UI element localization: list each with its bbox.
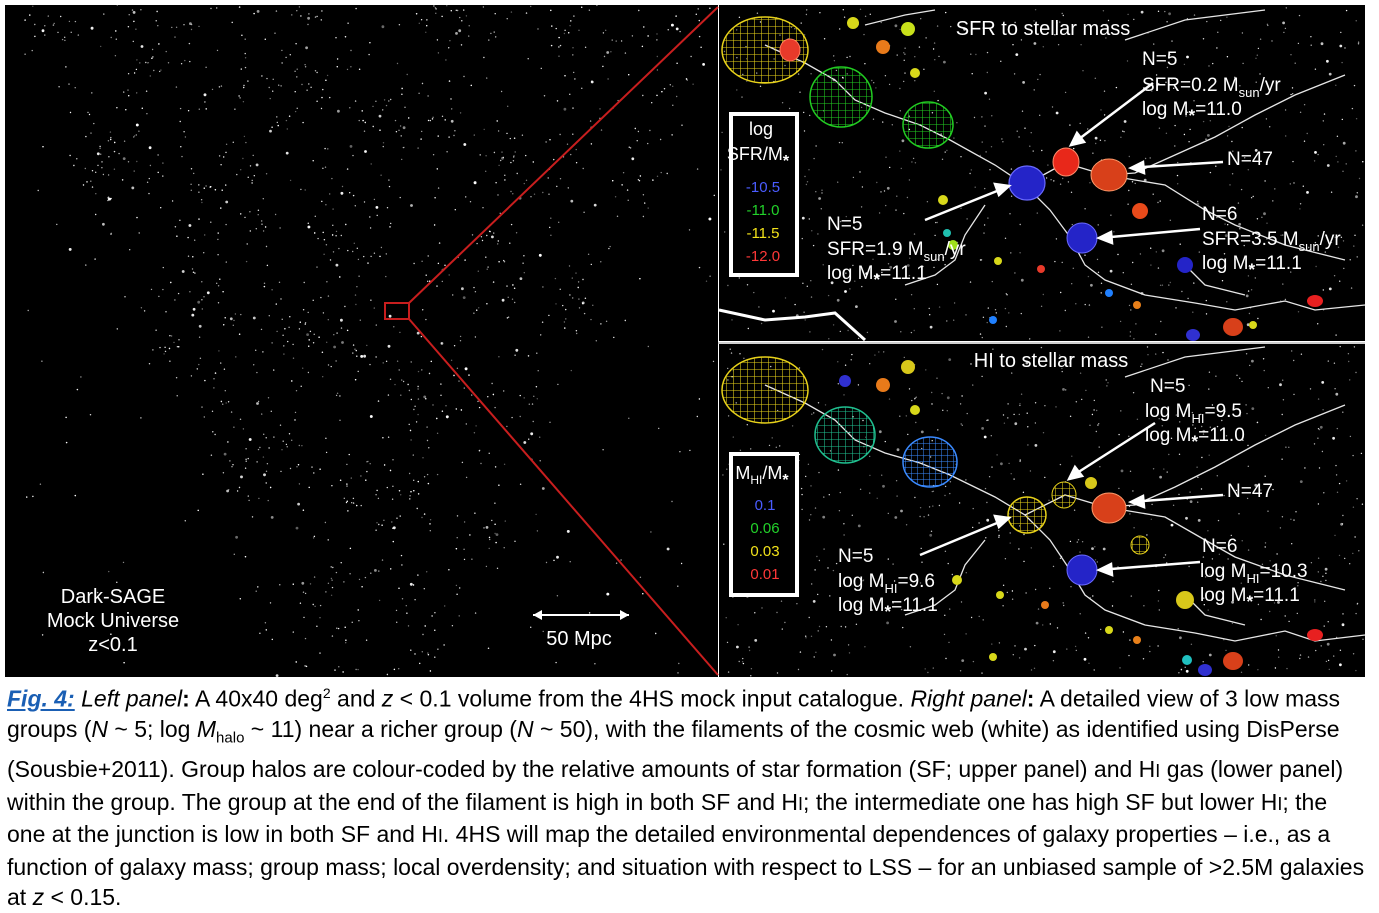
hi-group-c-prop: log MHI=9.6 <box>838 571 935 596</box>
zoom-line-bottom <box>408 318 719 676</box>
hi-group-d-prop: log MHI=10.3 <box>1200 561 1308 586</box>
caption-right-label: Right panel <box>910 685 1027 712</box>
sfr-arrows <box>924 82 1224 245</box>
left-panel-label-line2: Mock Universe <box>47 610 179 632</box>
hi-legend-entry-4: 0.01 <box>750 566 779 583</box>
hi-group-a-n: N=5 <box>1150 376 1185 397</box>
mock-universe-galaxy-field <box>24 5 715 677</box>
sfr-legend-entry-4: -12.0 <box>746 248 780 265</box>
hi-annotations: N=5 log MHI=9.5 log M*=11.0 N=47 N=5 log… <box>838 376 1308 621</box>
hi-legend: MHI/M* 0.1 0.06 0.03 0.01 <box>729 452 799 597</box>
left-panel-label-line1: Dark-SAGE <box>61 586 165 608</box>
sfr-legend-entry-1: -10.5 <box>746 179 780 196</box>
hi-legend-entry-3: 0.03 <box>750 543 779 560</box>
hi-group-d-n: N=6 <box>1202 536 1237 557</box>
coastline-outline <box>718 308 867 342</box>
hi-group-b-n: N=47 <box>1227 481 1273 502</box>
hi-group-d-mass: log M*=11.1 <box>1200 585 1300 611</box>
sfr-legend-entry-2: -11.0 <box>746 202 779 219</box>
sfr-group-a-prop: SFR=0.2 Msun/yr <box>1142 75 1281 100</box>
sfr-group-d-prop: SFR=3.5 Msun/yr <box>1202 229 1341 254</box>
zoom-region-box <box>384 302 410 320</box>
sfr-group-c-n: N=5 <box>827 214 862 235</box>
hi-legend-entry-2: 0.06 <box>750 520 779 537</box>
group-halos-sfr <box>721 16 1323 341</box>
hi-arrows <box>919 421 1224 577</box>
hi-group-a-mass: log M*=11.0 <box>1145 425 1245 451</box>
hi-panel-title: HI to stellar mass <box>974 350 1128 372</box>
sfr-annotations: N=5 SFR=0.2 Msun/yr log M*=11.0 N=47 N=5… <box>827 49 1341 289</box>
sfr-panel-title: SFR to stellar mass <box>956 18 1130 40</box>
hi-group-a-prop: log MHI=9.5 <box>1145 401 1242 426</box>
left-panel: Dark-SAGE Mock Universe z<0.1 50 Mpc <box>5 5 719 677</box>
sfr-group-d-mass: log M*=11.1 <box>1202 253 1302 279</box>
group-halos-hi <box>721 356 1323 676</box>
sfr-legend-entry-3: -11.5 <box>746 225 779 242</box>
scale-bar-label: 50 Mpc <box>546 628 612 650</box>
sfr-group-a-mass: log M*=11.0 <box>1142 99 1242 125</box>
hi-group-c-n: N=5 <box>838 546 873 567</box>
sfr-legend-title-2: SFR/M* <box>727 144 790 170</box>
hi-legend-title: MHI/M* <box>735 463 789 489</box>
hi-group-c-mass: log M*=11.1 <box>838 595 938 621</box>
sfr-group-c-mass: log M*=11.1 <box>827 263 927 289</box>
sfr-group-c-prop: SFR=1.9 Msun/yr <box>827 239 966 264</box>
zoom-line-top <box>408 6 719 304</box>
sfr-legend-title-1: log <box>749 119 773 139</box>
sfr-group-b-n: N=47 <box>1227 149 1273 170</box>
sfr-group-a-n: N=5 <box>1142 49 1177 70</box>
left-panel-label-line3: z<0.1 <box>88 634 137 656</box>
caption-left-label: Left panel <box>81 685 183 712</box>
sfr-panel: log SFR/M* -10.5 -11.0 -11.5 -12.0 SFR t… <box>718 5 1365 342</box>
hi-panel: MHI/M* 0.1 0.06 0.03 0.01 HI to stellar … <box>719 344 1365 677</box>
hi-legend-entry-1: 0.1 <box>755 497 776 514</box>
figure-4: Dark-SAGE Mock Universe z<0.1 50 Mpc <box>5 5 1365 677</box>
sfr-legend: log SFR/M* -10.5 -11.0 -11.5 -12.0 <box>727 112 799 277</box>
scale-bar <box>533 610 629 620</box>
figure-label-link[interactable]: Fig. 4: <box>7 685 75 712</box>
sfr-group-d-n: N=6 <box>1202 204 1237 225</box>
figure-caption: Fig. 4: Left panel: A 40x40 deg2 and z <… <box>7 685 1365 911</box>
